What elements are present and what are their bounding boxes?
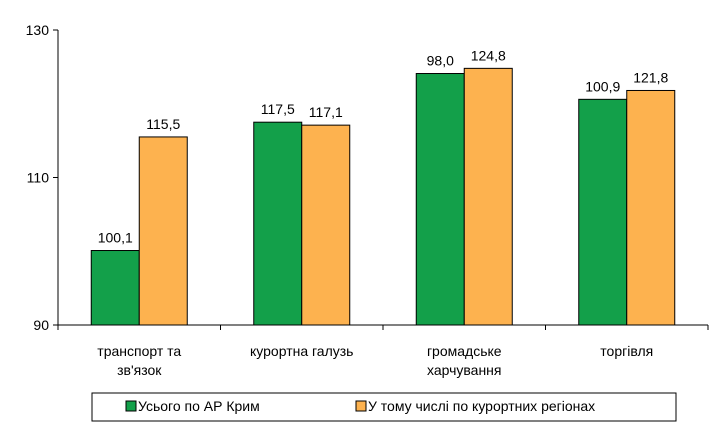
data-label: 117,1: [309, 104, 343, 120]
bar-series-2: [138, 136, 188, 326]
bar-series-1: [90, 250, 140, 326]
category-label-line: зв'язок: [117, 362, 162, 378]
category-label-line: курортна галузь: [250, 343, 353, 359]
category-label: громадське харчування: [427, 343, 502, 378]
category-label-line: харчування: [427, 362, 502, 378]
category-label-line: громадське: [427, 343, 502, 359]
category-label-line: транспорт та: [97, 343, 181, 359]
legend-entry-2: У тому числі по курортних регіонах: [368, 398, 595, 414]
data-label: 124,8: [471, 47, 506, 63]
data-label: 98,0: [427, 53, 454, 69]
y-tick-label: 90: [33, 317, 49, 333]
data-label: 115,5: [146, 116, 180, 132]
category-label-line: торгівля: [600, 343, 653, 359]
category-label: транспорт та зв'язок: [97, 343, 181, 378]
y-tick-label: 130: [26, 22, 50, 38]
data-label: 117,5: [261, 101, 295, 117]
bar-series-1: [415, 73, 465, 326]
bar-series-1: [253, 121, 303, 326]
category-label: торгівля: [600, 343, 653, 359]
legend-swatch-2: [355, 400, 367, 412]
y-tick-label: 110: [27, 170, 50, 186]
bar-series-2: [626, 89, 676, 326]
data-label: 121,8: [633, 69, 668, 85]
chart-bars: [90, 67, 676, 326]
chart-legend: Усього по АР Крим У тому числі по курортн…: [91, 392, 677, 422]
legend-entry-1: Усього по АР Крим: [138, 398, 260, 414]
chart-category-labels: транспорт та зв'язок курортна галузь громад…: [97, 343, 653, 378]
bar-series-2: [463, 67, 513, 326]
data-label: 100,9: [585, 78, 620, 94]
chart-data-labels: 100,1 115,5 117,5 117,1 98,0 124,8 100,9 121,8: [98, 47, 669, 245]
data-label: 100,1: [98, 230, 133, 246]
bar-series-2: [301, 124, 351, 326]
bar-series-1: [578, 98, 628, 326]
category-label: курортна галузь: [250, 343, 353, 359]
legend-box: [91, 392, 677, 422]
legend-swatch-1: [125, 400, 137, 412]
